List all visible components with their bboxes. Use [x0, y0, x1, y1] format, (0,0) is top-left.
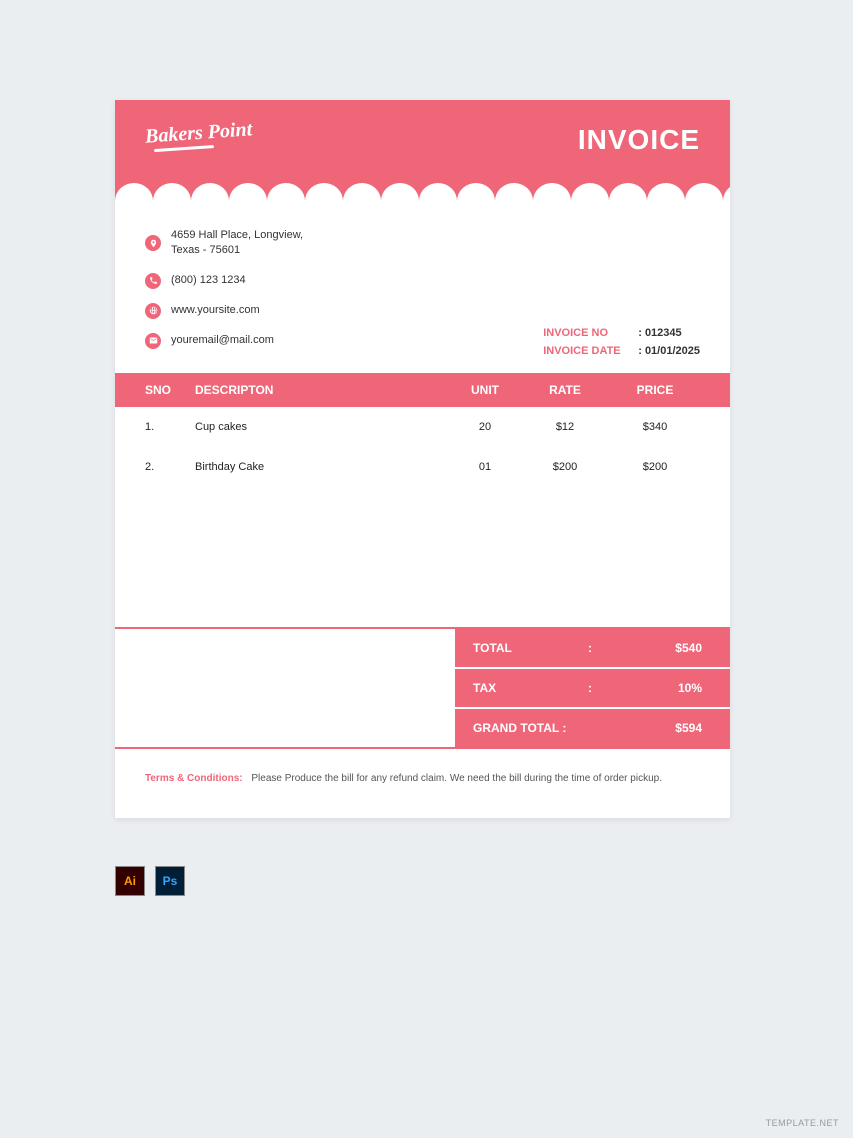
brand-logo: Bakers Point — [144, 118, 253, 148]
table-header: SNO DESCRIPTON UNIT RATE PRICE — [115, 373, 730, 407]
cell-sno: 1. — [145, 421, 195, 433]
cell-price: $340 — [610, 421, 700, 433]
location-icon — [145, 235, 161, 251]
grand-total-label: GRAND TOTAL : — [473, 721, 608, 735]
contact-address-row: 4659 Hall Place, Longview, Texas - 75601 — [145, 228, 700, 259]
contact-website: www.yoursite.com — [171, 303, 260, 318]
invoice-header: Bakers Point INVOICE — [115, 100, 730, 200]
globe-icon — [145, 303, 161, 319]
total-row: TOTAL : $540 — [455, 629, 730, 669]
invoice-date-label: INVOICE DATE — [543, 345, 638, 357]
table-body: 1. Cup cakes 20 $12 $340 2. Birthday Cak… — [115, 407, 730, 627]
invoice-card: Bakers Point INVOICE 4659 Hall Place, Lo… — [115, 100, 730, 818]
app-icons: Ai Ps — [115, 866, 738, 896]
col-header-price: PRICE — [610, 383, 700, 397]
cell-sno: 2. — [145, 461, 195, 473]
col-header-unit: UNIT — [450, 383, 520, 397]
col-header-rate: RATE — [520, 383, 610, 397]
cell-price: $200 — [610, 461, 700, 473]
total-value: $540 — [608, 641, 712, 655]
tax-colon: : — [588, 681, 608, 695]
invoice-title: INVOICE — [578, 124, 700, 156]
invoice-no-value: : 012345 — [638, 327, 681, 339]
invoice-no-row: INVOICE NO : 012345 — [543, 327, 700, 339]
terms-text: Please Produce the bill for any refund c… — [251, 773, 662, 784]
grand-total-row: GRAND TOTAL : $594 — [455, 709, 730, 747]
tax-label: TAX — [473, 681, 588, 695]
email-icon — [145, 333, 161, 349]
invoice-date-row: INVOICE DATE : 01/01/2025 — [543, 345, 700, 357]
col-header-desc: DESCRIPTON — [195, 383, 450, 397]
scallop-edge — [115, 183, 730, 201]
cell-rate: $12 — [520, 421, 610, 433]
cell-rate: $200 — [520, 461, 610, 473]
phone-icon — [145, 273, 161, 289]
invoice-no-label: INVOICE NO — [543, 327, 638, 339]
photoshop-icon: Ps — [155, 866, 185, 896]
col-header-sno: SNO — [145, 383, 195, 397]
table-row: 1. Cup cakes 20 $12 $340 — [145, 407, 700, 447]
total-colon: : — [588, 641, 608, 655]
terms-label: Terms & Conditions: — [145, 773, 243, 784]
cell-unit: 01 — [450, 461, 520, 473]
total-label: TOTAL — [473, 641, 588, 655]
contact-website-row: www.yoursite.com — [145, 303, 700, 319]
contact-address: 4659 Hall Place, Longview, Texas - 75601 — [171, 228, 303, 259]
cell-unit: 20 — [450, 421, 520, 433]
contact-phone: (800) 123 1234 — [171, 273, 246, 288]
tax-value: 10% — [608, 681, 712, 695]
contact-phone-row: (800) 123 1234 — [145, 273, 700, 289]
terms-section: Terms & Conditions: Please Produce the b… — [115, 749, 730, 818]
cell-desc: Cup cakes — [195, 421, 450, 433]
totals-section: TOTAL : $540 TAX : 10% GRAND TOTAL : $59… — [115, 627, 730, 749]
invoice-date-value: : 01/01/2025 — [638, 345, 700, 357]
invoice-meta: INVOICE NO : 012345 INVOICE DATE : 01/01… — [543, 327, 700, 363]
tax-row: TAX : 10% — [455, 669, 730, 709]
contact-email: youremail@mail.com — [171, 333, 274, 348]
totals-box: TOTAL : $540 TAX : 10% GRAND TOTAL : $59… — [455, 629, 730, 747]
cell-desc: Birthday Cake — [195, 461, 450, 473]
watermark: TEMPLATE.NET — [766, 1118, 839, 1128]
contact-block: 4659 Hall Place, Longview, Texas - 75601… — [115, 200, 730, 373]
table-row: 2. Birthday Cake 01 $200 $200 — [145, 447, 700, 487]
grand-total-value: $594 — [608, 721, 712, 735]
illustrator-icon: Ai — [115, 866, 145, 896]
